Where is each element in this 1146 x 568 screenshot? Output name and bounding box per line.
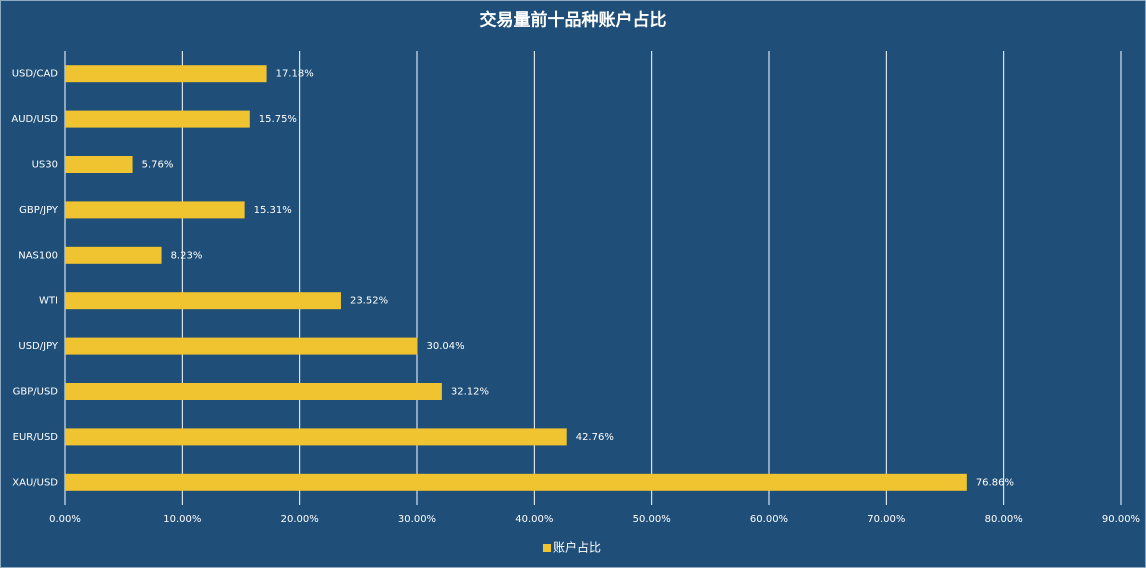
y-tick-label: USD/JPY [18,341,58,352]
x-tick-label: 40.00% [515,514,553,525]
data-label: 17.18% [276,69,314,80]
y-tick-label: GBP/USD [13,387,59,398]
legend-label: 账户占比 [553,540,601,555]
legend-swatch [543,544,551,552]
y-tick-label: NAS100 [18,250,58,261]
bar [65,473,967,491]
bar [65,156,133,173]
x-tick-label: 60.00% [750,514,788,525]
data-label: 76.86% [976,477,1014,488]
data-label: 32.12% [451,387,489,398]
bar [65,65,267,83]
x-tick-label: 0.00% [49,514,81,525]
bar [65,337,418,355]
bar [65,428,567,446]
bar [65,110,250,128]
y-tick-label: AUD/USD [11,114,58,125]
x-tick-label: 50.00% [633,514,671,525]
bar [65,201,245,219]
y-tick-label: GBP/JPY [19,205,59,216]
chart-title: 交易量前十品种账户占比 [480,10,667,31]
data-label: 15.75% [259,114,297,125]
data-label: 8.23% [171,250,203,261]
x-tick-label: 90.00% [1102,514,1140,525]
y-tick-label: USD/CAD [12,69,59,80]
data-label: 15.31% [254,205,292,216]
data-label: 5.76% [142,160,174,171]
y-tick-label: XAU/USD [12,477,58,488]
data-label: 30.04% [426,341,464,352]
bar [65,383,442,400]
y-tick-label: WTI [39,296,58,307]
bar [65,292,341,310]
y-tick-label: EUR/USD [13,432,59,443]
y-tick-label: US30 [32,160,58,171]
x-tick-label: 80.00% [985,514,1023,525]
x-tick-label: 20.00% [281,514,319,525]
data-label: 23.52% [350,296,388,307]
x-tick-label: 30.00% [398,514,436,525]
bar [65,246,162,264]
x-tick-label: 70.00% [867,514,905,525]
data-label: 42.76% [576,432,614,443]
x-tick-label: 10.00% [163,514,201,525]
